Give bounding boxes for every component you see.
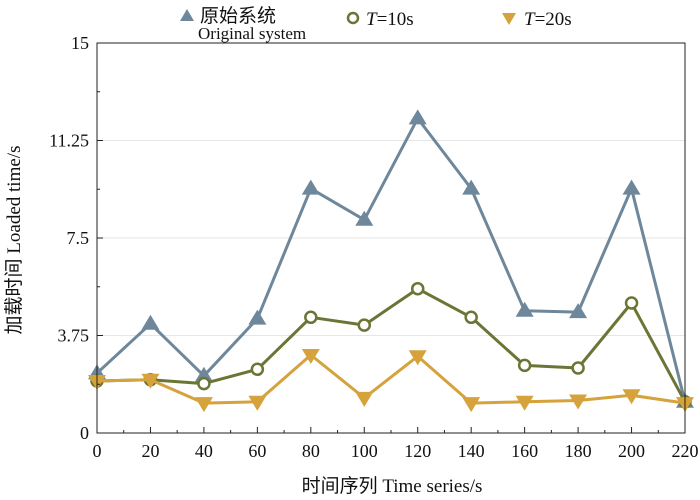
data-point-t20 — [515, 395, 534, 411]
x-tick-label: 0 — [93, 441, 102, 461]
x-axis-title: 时间序列 Time series/s — [302, 475, 483, 497]
legend-marker-t20 — [502, 13, 516, 25]
y-tick-label: 7.5 — [67, 228, 90, 248]
legend-marker-t10 — [346, 11, 360, 25]
x-tick-label: 140 — [458, 441, 485, 461]
data-point-original — [515, 301, 534, 317]
legend-label-t10: T=10s — [366, 9, 414, 30]
x-tick-label: 60 — [248, 441, 266, 461]
data-point-t20 — [408, 350, 427, 366]
legend-marker-original — [180, 9, 194, 21]
data-point-t10 — [624, 296, 639, 310]
data-point-t10 — [304, 310, 318, 325]
series-line-t10 — [96, 287, 687, 403]
x-tick-label: 40 — [195, 441, 213, 461]
series-layer — [88, 109, 694, 413]
data-point-t10 — [517, 358, 532, 373]
data-point-original — [194, 366, 213, 382]
x-tick-label: 100 — [351, 441, 378, 461]
y-tick-label: 15 — [71, 33, 89, 53]
y-tick-label: 11.25 — [49, 131, 89, 151]
legend-label-t20-value: =20s — [535, 9, 572, 30]
legend-label-t10-var: T — [366, 9, 378, 30]
data-point-original — [462, 179, 481, 195]
data-point-t10 — [410, 281, 425, 296]
grid — [97, 140, 685, 336]
x-tick-label: 180 — [565, 441, 592, 461]
y-tick-label: 0 — [80, 423, 89, 443]
series-original — [88, 109, 694, 408]
data-point-t20 — [569, 394, 588, 410]
legend-label-t20-var: T — [524, 9, 536, 30]
series-line-t20 — [96, 353, 686, 405]
legend-label-t20: T=20s — [524, 9, 572, 30]
data-point-t10 — [357, 318, 372, 332]
data-point-t10 — [464, 310, 478, 325]
x-tick-label: 80 — [302, 441, 320, 461]
data-point-t20 — [194, 397, 213, 413]
x-tick-label: 120 — [404, 441, 431, 461]
data-point-original — [569, 303, 588, 319]
legend: 原始系统 Original system T=10s T=20s — [180, 5, 572, 43]
data-point-t20 — [622, 389, 641, 405]
x-tick-label: 160 — [511, 441, 538, 461]
data-point-t20 — [462, 397, 481, 413]
data-point-original — [355, 210, 374, 226]
data-point-original — [248, 309, 267, 325]
x-tick-label: 220 — [672, 441, 699, 461]
data-point-t20 — [141, 373, 160, 389]
legend-label-original: 原始系统 — [200, 5, 276, 27]
y-axis-title: 加载时间 Loaded time/s — [3, 146, 25, 335]
x-tick-label: 200 — [618, 441, 645, 461]
data-point-t10 — [197, 376, 211, 391]
data-point-t20 — [355, 391, 374, 407]
axes: 0 3.75 7.5 11.25 15 0 20 40 60 80 100 120 140 160 180 2… — [49, 33, 698, 461]
x-tick-label: 20 — [141, 441, 159, 461]
legend-label-original-sub: Original system — [198, 24, 306, 43]
data-point-t20 — [301, 349, 320, 364]
data-point-t10 — [571, 361, 585, 375]
data-point-original — [622, 179, 641, 195]
data-point-original — [141, 314, 160, 330]
series-t10 — [90, 281, 692, 409]
y-tick-label: 3.75 — [58, 326, 90, 346]
series-line-original — [95, 116, 687, 403]
legend-label-t10-value: =10s — [377, 9, 414, 30]
data-point-t20 — [248, 395, 267, 411]
data-point-t10 — [250, 362, 265, 377]
data-point-original — [408, 109, 427, 125]
data-point-original — [301, 179, 320, 195]
